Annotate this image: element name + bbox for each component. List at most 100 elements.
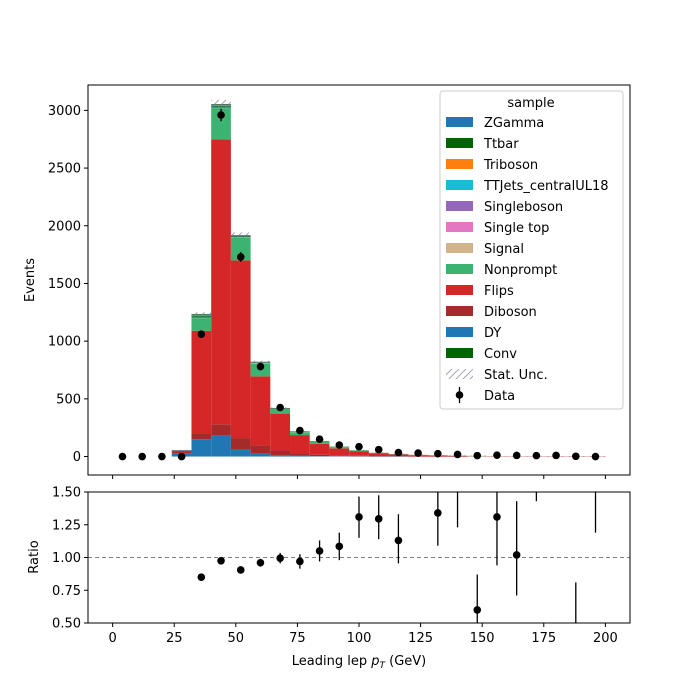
legend-swatch	[446, 117, 473, 127]
legend-label: Flips	[484, 284, 514, 299]
ratio-point	[217, 556, 225, 565]
x-axis-label: Leading lep pT (GeV)	[292, 654, 426, 671]
legend-entry-flips: Flips	[446, 284, 514, 299]
legend-entry-data: Data	[455, 387, 515, 404]
x-tick-label: 200	[593, 631, 618, 646]
data-point	[453, 450, 462, 459]
x-tick-label: 100	[347, 631, 372, 646]
data-point	[532, 451, 541, 460]
y-axis-label-events: Events	[23, 258, 38, 302]
legend-swatch	[446, 348, 473, 358]
data-point	[374, 445, 383, 454]
legend-label: TTJets_centralUL18	[483, 179, 609, 194]
ratio-y-tick-label: 0.75	[52, 584, 81, 599]
data-point	[236, 253, 245, 261]
ratio-y-tick-label: 0.50	[52, 617, 81, 632]
legend-label: Data	[484, 389, 515, 404]
bar-flips	[191, 330, 212, 434]
legend-label: DY	[484, 326, 501, 341]
legend-label: ZGamma	[484, 116, 544, 131]
x-tick-label: 25	[166, 631, 183, 646]
legend-swatch	[446, 264, 473, 274]
data-points	[118, 108, 600, 461]
data-point	[177, 452, 186, 461]
main-y-axis-ticks: 0 500 1000 1500 2000 2500 3000	[48, 104, 88, 465]
x-tick-label: 125	[408, 631, 433, 646]
data-point	[473, 451, 482, 460]
legend: sample ZGamma Ttbar Triboson TTJets_central…	[439, 90, 624, 410]
ratio-y-axis-ticks: 0.50 0.75 1.00 1.25 1.50	[52, 486, 88, 632]
legend-label: Single top	[484, 221, 549, 236]
y-tick-label: 500	[56, 392, 81, 407]
bar-diboson	[290, 453, 310, 456]
bar-flips	[349, 451, 369, 456]
bar-dy	[230, 449, 251, 457]
ratio-point	[335, 542, 344, 551]
bar-flips	[250, 376, 271, 446]
data-point	[217, 111, 225, 119]
y-tick-label: 1500	[48, 277, 81, 292]
bar-flips	[211, 139, 231, 425]
bar-nonprompt	[349, 450, 369, 452]
legend-swatch	[446, 369, 473, 379]
ratio-point	[355, 513, 363, 521]
data-point	[335, 441, 344, 449]
ratio-point	[296, 557, 304, 566]
ratio-panel: 0.50 0.75 1.00 1.25 1.50 0 25 50 75 100 125 150 175…	[27, 486, 631, 671]
x-tick-label: 50	[228, 631, 245, 646]
legend-entry-ttbar: Ttbar	[446, 137, 519, 152]
bar-dy	[250, 453, 271, 457]
ratio-point	[315, 547, 324, 555]
legend-entry-nonprompt: Nonprompt	[446, 263, 557, 278]
bar-dy	[191, 439, 212, 457]
legend-entry-stat-unc-: Stat. Unc.	[446, 368, 548, 383]
bar-nonprompt	[211, 108, 231, 140]
data-point	[197, 330, 206, 339]
data-point	[434, 449, 442, 458]
legend-label: Stat. Unc.	[484, 368, 548, 383]
stat-unc-bin	[171, 449, 192, 451]
bar-diboson	[191, 433, 212, 440]
bar-diboson	[349, 455, 369, 457]
ratio-point	[434, 509, 442, 517]
stacked-histogram	[171, 104, 606, 457]
legend-swatch	[446, 285, 473, 295]
ratio-y-tick-label: 1.50	[52, 486, 81, 501]
bar-flips	[290, 435, 310, 454]
legend-frame	[439, 90, 624, 410]
x-tick-label: 75	[289, 631, 306, 646]
legend-label: Triboson	[483, 158, 538, 173]
data-point	[572, 452, 580, 461]
legend-swatch	[446, 327, 473, 337]
legend-label: Signal	[484, 242, 524, 257]
bar-nonprompt	[270, 409, 291, 414]
legend-label: Conv	[484, 347, 517, 362]
legend-entry-dy: DY	[446, 326, 501, 341]
bar-nonprompt	[230, 237, 251, 261]
data-point	[414, 449, 422, 457]
legend-entry-signal: Signal	[446, 242, 524, 257]
legend-entry-diboson: Diboson	[446, 305, 537, 320]
data-point	[552, 451, 560, 460]
bar-signal	[191, 317, 212, 319]
ratio-point	[236, 566, 245, 574]
stat-unc-bin	[191, 312, 212, 316]
data-point	[591, 452, 600, 461]
data-point	[394, 448, 403, 457]
y-axis-label-ratio: Ratio	[27, 540, 42, 573]
legend-entry-singleboson: Singleboson	[446, 200, 563, 215]
data-point	[118, 452, 127, 461]
data-point	[256, 362, 265, 371]
legend-label: Ttbar	[483, 137, 519, 152]
ratio-point	[276, 554, 284, 562]
bar-conv	[191, 316, 212, 318]
stat-unc-bin	[230, 232, 251, 238]
data-point	[138, 452, 146, 461]
data-point	[158, 452, 166, 461]
bar-diboson	[329, 455, 350, 457]
stat-unc-bin	[211, 99, 231, 109]
ratio-point	[374, 515, 383, 523]
legend-entry-zgamma: ZGamma	[446, 116, 544, 131]
bar-diboson	[211, 424, 231, 436]
